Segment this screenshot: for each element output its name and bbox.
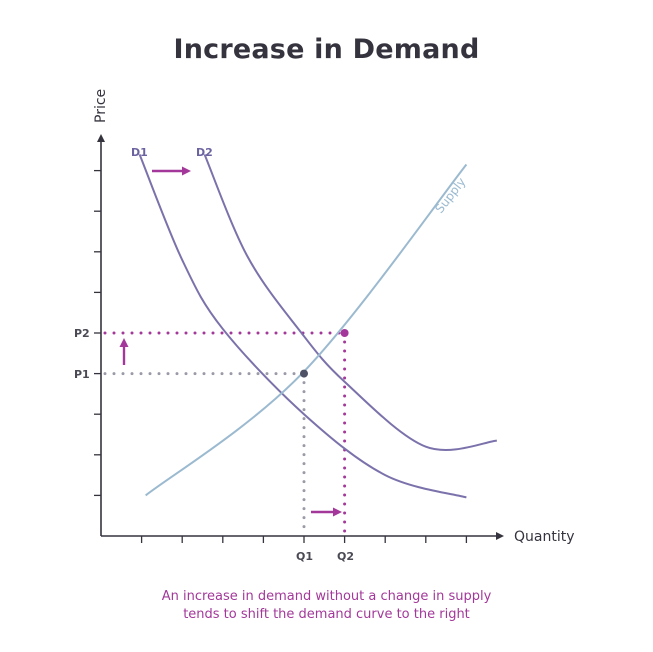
d2-label: D2 xyxy=(196,146,213,159)
p1-label: P1 xyxy=(74,368,90,381)
equilibrium-point-q1 xyxy=(300,369,308,378)
y-axis-label: Price xyxy=(93,89,109,123)
caption: An increase in demand without a change i… xyxy=(0,588,653,624)
p2-label: P2 xyxy=(74,327,90,340)
curve-supply xyxy=(145,163,468,497)
curve-d1 xyxy=(138,153,467,499)
q2-label: Q2 xyxy=(337,550,354,563)
caption-line-2: tends to shift the demand curve to the r… xyxy=(183,607,470,622)
caption-line-1: An increase in demand without a change i… xyxy=(161,589,492,604)
equilibrium-point-q2 xyxy=(340,329,349,337)
x-axis-label: Quantity xyxy=(514,529,575,545)
q1-label: Q1 xyxy=(296,550,313,563)
supply-label: Supply xyxy=(432,175,468,216)
d1-label: D1 xyxy=(131,146,148,159)
chart-title: Increase in Demand xyxy=(173,34,480,65)
